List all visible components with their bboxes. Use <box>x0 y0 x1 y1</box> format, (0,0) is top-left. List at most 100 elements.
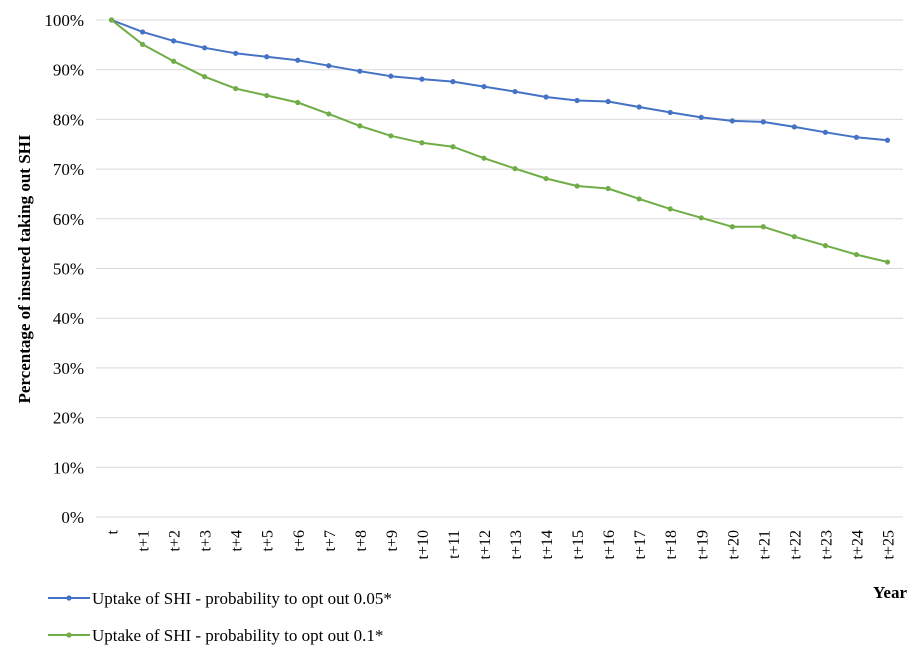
data-point <box>636 104 642 110</box>
y-tick-label: 20% <box>53 409 84 428</box>
x-tick-label: t+13 <box>508 530 525 559</box>
x-axis-ticks: t t+1 t+2 t+3 t+4 t+5 t+6 t+7 t+8 t+9 t+10 t+11 t+12… <box>105 529 898 559</box>
x-tick-label: t+15 <box>570 530 587 559</box>
data-point <box>202 45 208 51</box>
data-point <box>326 63 332 69</box>
x-tick-label: t+6 <box>291 530 308 551</box>
data-point <box>543 175 549 182</box>
data-point <box>295 57 301 63</box>
data-point <box>233 85 239 92</box>
series-line <box>110 19 888 263</box>
x-tick-label: t+16 <box>601 530 618 559</box>
data-point <box>295 99 301 106</box>
legend-marker <box>66 632 72 638</box>
x-tick-label: t <box>105 529 122 534</box>
x-tick-label: t+5 <box>260 530 277 551</box>
data-point <box>512 166 518 172</box>
data-point <box>419 76 425 82</box>
data-point <box>388 73 394 79</box>
data-point <box>481 155 487 161</box>
data-point <box>791 234 797 240</box>
y-tick-label: 70% <box>53 160 84 179</box>
x-tick-label: t+12 <box>477 530 494 559</box>
y-tick-label: 40% <box>53 309 84 328</box>
series-2 <box>108 17 891 265</box>
series-lines <box>108 17 891 265</box>
data-point <box>233 50 239 56</box>
data-point <box>574 183 580 189</box>
x-tick-label: t+11 <box>446 530 463 559</box>
data-point <box>698 114 704 121</box>
data-point <box>139 41 146 47</box>
x-tick-label: t+14 <box>539 530 556 559</box>
series-1 <box>108 17 891 143</box>
data-point <box>729 224 735 230</box>
data-point <box>326 111 332 117</box>
data-point <box>512 88 518 95</box>
x-tick-label: t+9 <box>384 530 401 551</box>
y-axis-title: Percentage of insured taking out SHI <box>15 134 34 403</box>
data-point <box>884 259 891 265</box>
data-point <box>605 98 611 105</box>
data-point <box>605 185 611 192</box>
data-point <box>884 137 891 143</box>
x-tick-label: t+22 <box>787 530 804 559</box>
legend-item: Uptake of SHI - probability to opt out 0… <box>48 589 392 608</box>
x-tick-label: t+2 <box>167 530 184 551</box>
data-point <box>170 38 177 44</box>
x-axis-title: Year <box>873 583 907 602</box>
x-tick-label: t+25 <box>880 530 897 559</box>
data-point <box>264 92 270 99</box>
x-tick-label: t+20 <box>725 530 742 559</box>
data-point <box>108 17 115 23</box>
data-point <box>357 123 363 129</box>
data-point <box>481 83 487 90</box>
data-point <box>667 206 673 212</box>
x-tick-label: t+21 <box>756 530 773 559</box>
data-point <box>202 74 208 80</box>
data-point <box>822 129 829 135</box>
data-point <box>667 109 673 116</box>
legend: Uptake of SHI - probability to opt out 0… <box>48 589 392 645</box>
data-point <box>698 215 704 221</box>
y-axis-ticks: 0% 10% 20% 30% 40% 50% 60% 70% 80% 90% 100% <box>44 11 84 527</box>
data-point <box>419 140 425 146</box>
x-tick-label: t+17 <box>632 530 649 559</box>
y-tick-label: 60% <box>53 210 84 229</box>
data-point <box>822 243 829 249</box>
data-point <box>574 97 580 104</box>
data-point <box>760 224 766 230</box>
x-tick-label: t+7 <box>322 530 339 551</box>
y-tick-label: 90% <box>53 61 84 80</box>
y-tick-label: 100% <box>44 11 84 30</box>
data-point <box>729 118 735 124</box>
data-point <box>357 68 363 74</box>
x-tick-label: t+19 <box>694 530 711 559</box>
y-tick-label: 0% <box>61 508 84 527</box>
x-tick-label: t+10 <box>415 530 432 559</box>
y-tick-label: 80% <box>53 110 84 129</box>
x-tick-label: t+23 <box>818 530 835 559</box>
data-point <box>853 134 860 140</box>
x-tick-label: t+24 <box>849 530 866 559</box>
data-point <box>264 54 270 60</box>
data-point <box>450 79 456 85</box>
data-point <box>543 94 549 100</box>
legend-label: Uptake of SHI - probability to opt out 0… <box>92 626 383 645</box>
y-tick-label: 30% <box>53 359 84 378</box>
legend-marker <box>66 595 72 601</box>
legend-item: Uptake of SHI - probability to opt out 0… <box>48 626 383 645</box>
x-tick-label: t+4 <box>229 530 246 551</box>
data-point <box>388 133 394 139</box>
data-point <box>170 58 177 64</box>
data-point <box>450 144 456 150</box>
x-tick-label: t+1 <box>136 530 153 551</box>
legend-label: Uptake of SHI - probability to opt out 0… <box>92 589 392 608</box>
data-point <box>760 119 766 125</box>
x-tick-label: t+18 <box>663 530 680 559</box>
y-tick-label: 10% <box>53 458 84 477</box>
series-line <box>111 19 888 142</box>
gridlines <box>96 19 903 518</box>
data-point <box>636 196 642 202</box>
